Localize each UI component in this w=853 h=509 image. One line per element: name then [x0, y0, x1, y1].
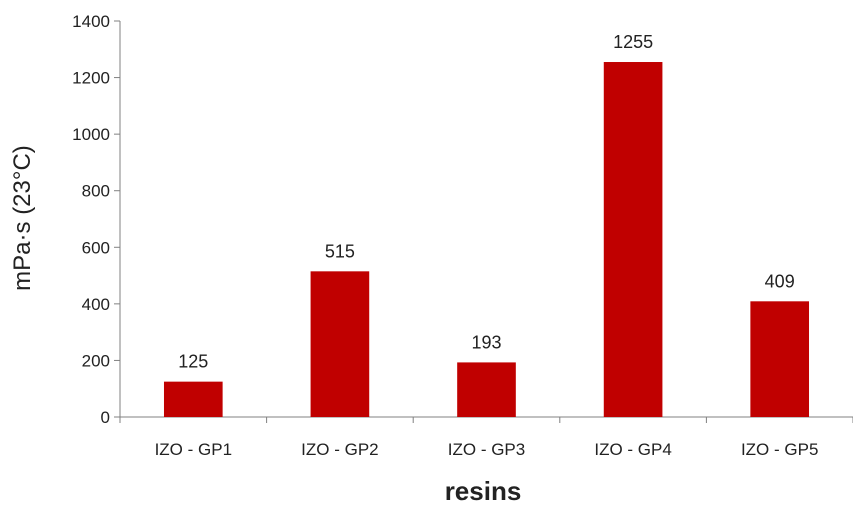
- y-tick-label: 0: [101, 408, 110, 427]
- y-tick-label: 1200: [72, 69, 110, 88]
- bar-value-label: 125: [178, 352, 208, 372]
- data-labels: 125 515 193 1255 409: [178, 32, 794, 372]
- y-tick-label: 600: [82, 238, 110, 257]
- y-tick-label: 800: [82, 182, 110, 201]
- bar: [163, 381, 223, 417]
- bar: [310, 271, 370, 417]
- x-axis-title: resins: [445, 476, 522, 504]
- bars: [163, 62, 810, 418]
- y-tick-label: 400: [82, 295, 110, 314]
- x-category-label: IZO - GP4: [594, 440, 671, 459]
- x-category-label: IZO - GP1: [155, 440, 232, 459]
- bar: [750, 301, 810, 417]
- bar-value-label: 515: [325, 241, 355, 261]
- bar: [457, 362, 516, 417]
- y-tick-label: 1400: [72, 12, 110, 31]
- y-tick-label: 1000: [72, 125, 110, 144]
- bar-value-label: 193: [471, 332, 501, 352]
- y-axis-title: mPa·s (23°C): [9, 145, 36, 291]
- bar: [603, 62, 663, 418]
- x-axis: IZO - GP1 IZO - GP2 IZO - GP3 IZO - GP4 IZO …: [119, 416, 853, 459]
- bar-value-label: 409: [765, 271, 795, 291]
- x-category-label: IZO - GP2: [301, 440, 378, 459]
- y-tick-label: 200: [82, 351, 110, 370]
- bar-value-label: 1255: [613, 32, 653, 52]
- x-category-label: IZO - GP5: [741, 440, 818, 459]
- x-category-label: IZO - GP3: [448, 440, 525, 459]
- y-axis: 0 200 400 600 800 1000 1200 1400: [72, 12, 121, 427]
